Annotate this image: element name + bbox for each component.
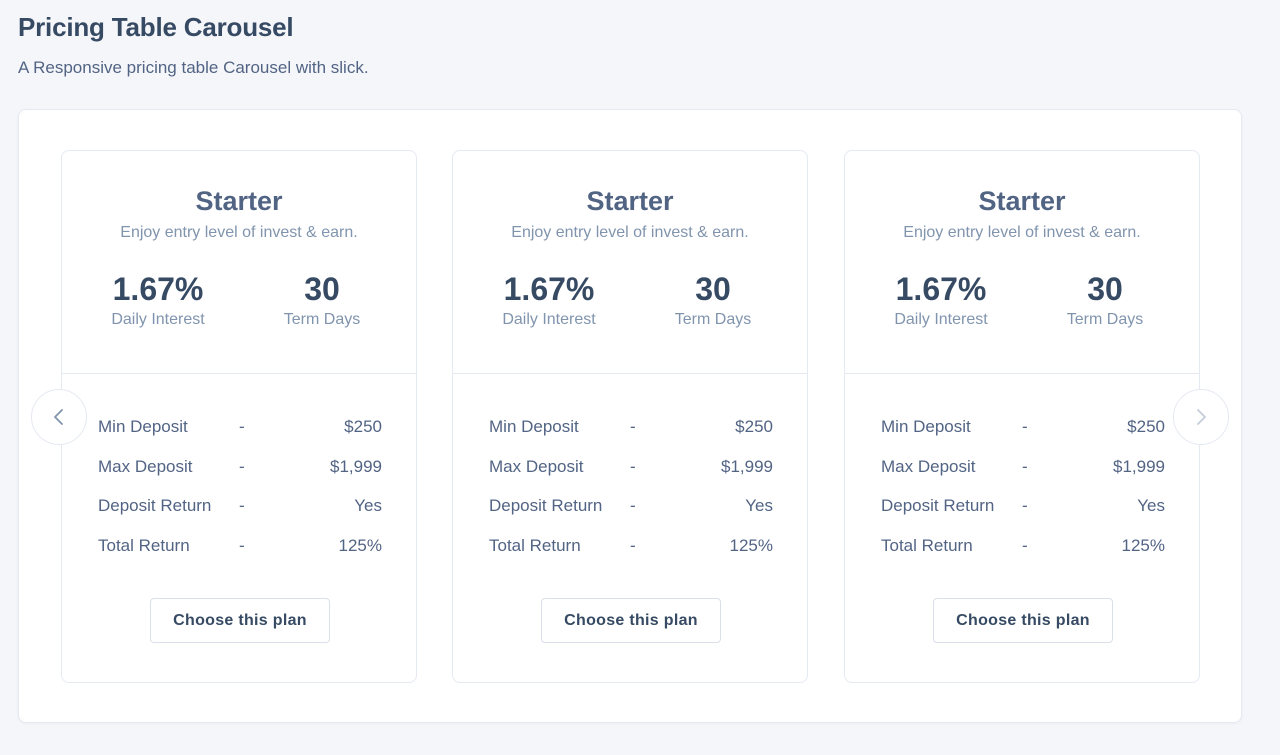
- pricing-card-header: Starter Enjoy entry level of invest & ea…: [453, 151, 807, 374]
- detail-label: Deposit Return: [98, 496, 212, 515]
- detail-row-max-deposit: Max Deposit - $1,999: [881, 457, 1165, 481]
- choose-plan-button[interactable]: Choose this plan: [150, 598, 330, 643]
- page-title: Pricing Table Carousel: [18, 12, 294, 42]
- detail-value: 125%: [729, 536, 773, 555]
- plan-description: Enjoy entry level of invest & earn.: [903, 224, 1141, 241]
- detail-row-total-return: Total Return - 125%: [98, 536, 382, 560]
- stat-label: Daily Interest: [894, 311, 988, 328]
- detail-value: 125%: [1121, 536, 1165, 555]
- stat-term-days: 30 Term Days: [643, 269, 783, 329]
- detail-row-deposit-return: Deposit Return - Yes: [98, 496, 382, 520]
- choose-plan-button[interactable]: Choose this plan: [933, 598, 1113, 643]
- stat-daily-interest: 1.67% Daily Interest: [479, 269, 619, 329]
- pricing-card-body: Min Deposit - $250 Max Deposit - $1,999 …: [845, 374, 1199, 684]
- stat-value: 1.67%: [895, 271, 987, 307]
- stat-label: Term Days: [283, 311, 361, 328]
- detail-label: Max Deposit: [881, 457, 976, 476]
- detail-separator: -: [630, 457, 636, 476]
- pricing-card: Starter Enjoy entry level of invest & ea…: [452, 150, 808, 683]
- detail-separator: -: [1022, 457, 1028, 476]
- pricing-card: Starter Enjoy entry level of invest & ea…: [844, 150, 1200, 683]
- stat-label: Daily Interest: [111, 311, 205, 328]
- detail-value: Yes: [1137, 496, 1165, 515]
- detail-label: Total Return: [98, 536, 190, 555]
- page-subtitle: A Responsive pricing table Carousel with…: [18, 58, 369, 77]
- detail-separator: -: [1022, 536, 1028, 555]
- detail-label: Max Deposit: [98, 457, 193, 476]
- detail-label: Total Return: [881, 536, 973, 555]
- pricing-card-body: Min Deposit - $250 Max Deposit - $1,999 …: [62, 374, 416, 684]
- detail-value: $250: [344, 417, 382, 436]
- detail-row-total-return: Total Return - 125%: [881, 536, 1165, 560]
- detail-label: Min Deposit: [881, 417, 971, 436]
- stat-value: 30: [1087, 271, 1123, 307]
- detail-value: $1,999: [1113, 457, 1165, 476]
- detail-separator: -: [239, 536, 245, 555]
- chevron-right-icon: [1197, 409, 1206, 425]
- detail-value: $250: [1127, 417, 1165, 436]
- plan-name: Starter: [586, 186, 674, 216]
- stat-value: 30: [304, 271, 340, 307]
- plan-name: Starter: [978, 186, 1066, 216]
- detail-value: $250: [735, 417, 773, 436]
- detail-separator: -: [1022, 417, 1028, 436]
- plan-name: Starter: [195, 186, 283, 216]
- detail-row-deposit-return: Deposit Return - Yes: [881, 496, 1165, 520]
- detail-separator: -: [630, 496, 636, 515]
- detail-value: 125%: [338, 536, 382, 555]
- detail-row-min-deposit: Min Deposit - $250: [881, 417, 1165, 441]
- carousel-track: Starter Enjoy entry level of invest & ea…: [61, 150, 1201, 684]
- stat-label: Term Days: [674, 311, 752, 328]
- pricing-card-header: Starter Enjoy entry level of invest & ea…: [845, 151, 1199, 374]
- detail-value: $1,999: [721, 457, 773, 476]
- detail-separator: -: [1022, 496, 1028, 515]
- stat-daily-interest: 1.67% Daily Interest: [871, 269, 1011, 329]
- detail-value: $1,999: [330, 457, 382, 476]
- stat-term-days: 30 Term Days: [1035, 269, 1175, 329]
- detail-separator: -: [630, 417, 636, 436]
- detail-separator: -: [239, 457, 245, 476]
- detail-value: Yes: [745, 496, 773, 515]
- pricing-card: Starter Enjoy entry level of invest & ea…: [61, 150, 417, 683]
- detail-label: Max Deposit: [489, 457, 584, 476]
- stat-term-days: 30 Term Days: [252, 269, 392, 329]
- plan-description: Enjoy entry level of invest & earn.: [120, 224, 358, 241]
- detail-value: Yes: [354, 496, 382, 515]
- detail-row-min-deposit: Min Deposit - $250: [98, 417, 382, 441]
- carousel-next-button[interactable]: [1173, 389, 1229, 445]
- detail-separator: -: [630, 536, 636, 555]
- choose-plan-button[interactable]: Choose this plan: [541, 598, 721, 643]
- chevron-left-icon: [54, 409, 63, 425]
- stat-daily-interest: 1.67% Daily Interest: [88, 269, 228, 329]
- detail-row-total-return: Total Return - 125%: [489, 536, 773, 560]
- carousel-prev-button[interactable]: [31, 389, 87, 445]
- pricing-card-header: Starter Enjoy entry level of invest & ea…: [62, 151, 416, 374]
- detail-label: Deposit Return: [881, 496, 995, 515]
- pricing-carousel: Starter Enjoy entry level of invest & ea…: [18, 109, 1242, 723]
- detail-separator: -: [239, 496, 245, 515]
- plan-description: Enjoy entry level of invest & earn.: [511, 224, 749, 241]
- stat-value: 1.67%: [503, 271, 595, 307]
- detail-label: Min Deposit: [489, 417, 579, 436]
- stat-value: 30: [695, 271, 731, 307]
- detail-row-max-deposit: Max Deposit - $1,999: [489, 457, 773, 481]
- detail-row-deposit-return: Deposit Return - Yes: [489, 496, 773, 520]
- detail-label: Min Deposit: [98, 417, 188, 436]
- detail-row-max-deposit: Max Deposit - $1,999: [98, 457, 382, 481]
- stat-label: Term Days: [1066, 311, 1144, 328]
- detail-label: Total Return: [489, 536, 581, 555]
- pricing-card-body: Min Deposit - $250 Max Deposit - $1,999 …: [453, 374, 807, 684]
- stat-value: 1.67%: [112, 271, 204, 307]
- stat-label: Daily Interest: [502, 311, 596, 328]
- detail-separator: -: [239, 417, 245, 436]
- detail-label: Deposit Return: [489, 496, 603, 515]
- detail-row-min-deposit: Min Deposit - $250: [489, 417, 773, 441]
